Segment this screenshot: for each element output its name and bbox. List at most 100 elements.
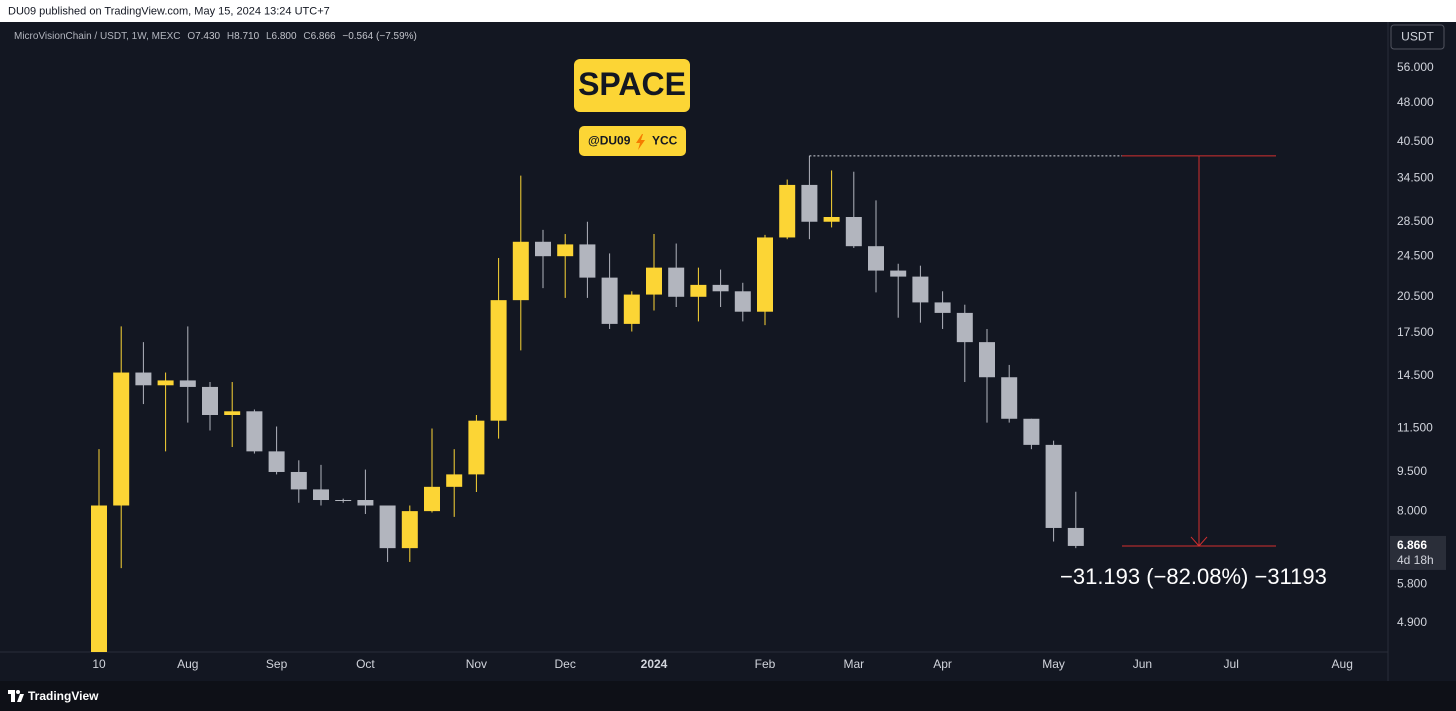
candle-body <box>868 246 884 271</box>
badge-group: YCC <box>652 134 678 148</box>
x-tick-label: Feb <box>755 657 776 671</box>
candle-body <box>601 277 618 324</box>
candle-body <box>690 284 707 297</box>
candle-body <box>424 486 440 512</box>
last-price-label: 6.866 <box>1397 538 1427 552</box>
y-tick-label: 28.500 <box>1397 214 1434 228</box>
countdown-label: 4d 18h <box>1397 553 1434 567</box>
published-text: DU09 published on TradingView.com, May 1… <box>8 5 330 17</box>
ohlc-key: L <box>266 31 272 42</box>
y-tick-label: 20.500 <box>1397 289 1434 303</box>
x-tick-label: 2024 <box>641 657 668 671</box>
x-tick-label: Jul <box>1224 657 1239 671</box>
candle-body <box>113 372 130 506</box>
x-tick-label: Jun <box>1133 657 1152 671</box>
ohlc-key: H <box>227 31 234 42</box>
candle-body <box>224 411 241 416</box>
candle-body <box>1001 377 1018 419</box>
ohlc-value: 6.800 <box>272 31 297 42</box>
badge-sub-box <box>579 126 686 156</box>
x-tick-label: Aug <box>1332 657 1353 671</box>
y-tick-label: 8.000 <box>1397 503 1427 517</box>
footer-bar <box>0 681 1456 711</box>
ohlc-key: O <box>187 31 195 42</box>
candle-body <box>1023 418 1040 445</box>
lightning-icon <box>636 134 645 150</box>
ohlc-key: C <box>303 31 310 42</box>
tradingview-logo <box>8 690 24 702</box>
candle-body <box>734 291 751 312</box>
candle-body <box>712 284 729 292</box>
candle-body <box>779 184 796 238</box>
badge-title: SPACE <box>578 66 686 102</box>
candle-body <box>179 380 196 387</box>
candle-body <box>490 300 507 421</box>
candle-body <box>823 216 840 222</box>
x-tick-label: Mar <box>843 657 864 671</box>
y-tick-label: 24.500 <box>1397 248 1434 262</box>
candle-body <box>646 267 662 295</box>
candle-body <box>468 420 485 475</box>
candle-body <box>290 471 307 490</box>
currency-button[interactable] <box>1390 24 1445 50</box>
candle-body <box>268 451 285 472</box>
candle-body <box>91 505 107 652</box>
y-tick-label: 48.000 <box>1397 95 1434 109</box>
ohlc-value: 6.866 <box>311 31 336 42</box>
candle-body <box>379 505 396 549</box>
measure-label: −31.193 (−82.08%) −31193 <box>1060 564 1327 589</box>
plot-area: 56.000 48.000 40.500 34.500 28.500 24.500 20.5… <box>91 60 1446 671</box>
y-tick-label: 34.500 <box>1397 170 1434 184</box>
x-tick-label: Apr <box>933 657 952 671</box>
x-tick-label: 10 <box>92 657 106 671</box>
x-tick-label: Aug <box>177 657 198 671</box>
y-tick-label: 4.900 <box>1397 615 1427 629</box>
y-tick-label: 14.500 <box>1397 368 1434 382</box>
x-tick-label: Oct <box>356 657 375 671</box>
x-tick-label: Dec <box>555 657 576 671</box>
candle-body <box>845 216 862 247</box>
symbol-line: MicroVisionChain / USDT, 1W, MEXC O7.430… <box>14 31 417 42</box>
x-tick-label: Nov <box>466 657 487 671</box>
candle-body <box>335 500 352 502</box>
candle-body <box>246 411 263 452</box>
badge-author: @DU09 <box>588 134 631 148</box>
candle-body <box>313 489 329 501</box>
candle-body <box>801 184 818 222</box>
candle-body <box>1067 527 1084 546</box>
ohlc-value: 8.710 <box>234 31 259 42</box>
candle-body <box>1045 444 1062 528</box>
badge-title-box <box>574 59 690 112</box>
change: −0.564 (−7.59%) <box>342 31 417 42</box>
y-tick-label: 5.800 <box>1397 577 1427 591</box>
candle-body <box>535 241 551 257</box>
candle-body <box>890 270 907 277</box>
candle-body <box>912 276 929 303</box>
measure-arrowhead <box>1190 536 1208 547</box>
y-tick-label: 11.500 <box>1397 421 1433 435</box>
candle-body <box>446 474 463 487</box>
candle-body <box>202 386 218 416</box>
x-tick-label: Sep <box>266 657 288 671</box>
candle-body <box>512 241 529 301</box>
candle-body <box>557 244 574 257</box>
candle-body <box>623 294 640 324</box>
candle-body <box>956 312 973 343</box>
y-tick-label: 40.500 <box>1397 134 1434 148</box>
candle-body <box>401 511 418 549</box>
candle-body <box>357 500 374 506</box>
candle-body <box>934 302 951 313</box>
header-bar <box>0 0 1456 22</box>
ohlc-value: 7.430 <box>195 31 220 42</box>
candle-body <box>757 237 773 312</box>
symbol: MicroVisionChain / USDT, 1W, MEXC <box>14 31 181 42</box>
candle-body <box>579 244 596 278</box>
candle-body <box>135 372 152 386</box>
last-price-box <box>1390 535 1446 570</box>
candle-body <box>668 267 685 297</box>
candles <box>91 155 1276 652</box>
y-tick-label: 56.000 <box>1397 60 1434 74</box>
